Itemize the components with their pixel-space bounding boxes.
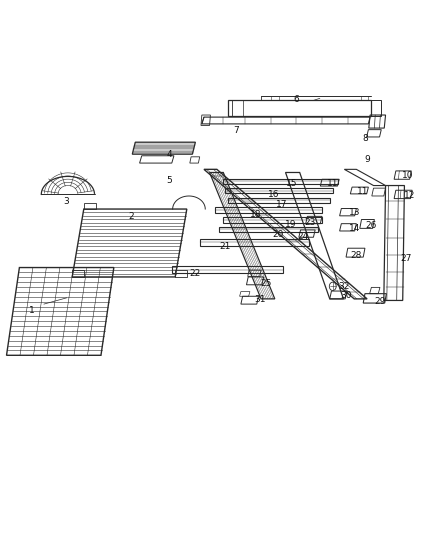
Text: 7: 7 xyxy=(233,126,239,135)
Text: 27: 27 xyxy=(400,254,411,263)
Text: 6: 6 xyxy=(293,95,299,104)
Text: 23: 23 xyxy=(304,218,316,227)
Text: 16: 16 xyxy=(268,190,280,199)
Text: 19: 19 xyxy=(285,220,297,229)
Text: 18: 18 xyxy=(250,211,261,219)
Text: 5: 5 xyxy=(167,176,173,185)
Text: 21: 21 xyxy=(220,242,231,251)
Text: 13: 13 xyxy=(349,208,360,217)
Text: 2: 2 xyxy=(128,212,134,221)
Text: 9: 9 xyxy=(364,155,370,164)
Text: 4: 4 xyxy=(167,150,173,159)
Text: 15: 15 xyxy=(286,180,298,189)
Text: 24: 24 xyxy=(297,232,308,241)
Text: 10: 10 xyxy=(402,171,413,180)
Text: 31: 31 xyxy=(254,295,265,304)
Text: 22: 22 xyxy=(190,269,201,278)
Text: 29: 29 xyxy=(374,297,385,306)
Text: 25: 25 xyxy=(261,279,272,288)
Text: 11: 11 xyxy=(327,180,339,189)
Text: 14: 14 xyxy=(349,224,360,233)
Text: 11: 11 xyxy=(357,187,368,196)
Text: 8: 8 xyxy=(362,134,368,143)
Text: 32: 32 xyxy=(338,282,349,291)
Text: 28: 28 xyxy=(351,251,362,260)
Text: 12: 12 xyxy=(404,191,416,200)
Text: 3: 3 xyxy=(64,197,70,206)
Text: 30: 30 xyxy=(340,290,351,300)
Text: 26: 26 xyxy=(366,221,377,230)
Text: 20: 20 xyxy=(272,230,284,239)
Text: 1: 1 xyxy=(29,306,35,316)
Text: 17: 17 xyxy=(276,200,288,209)
